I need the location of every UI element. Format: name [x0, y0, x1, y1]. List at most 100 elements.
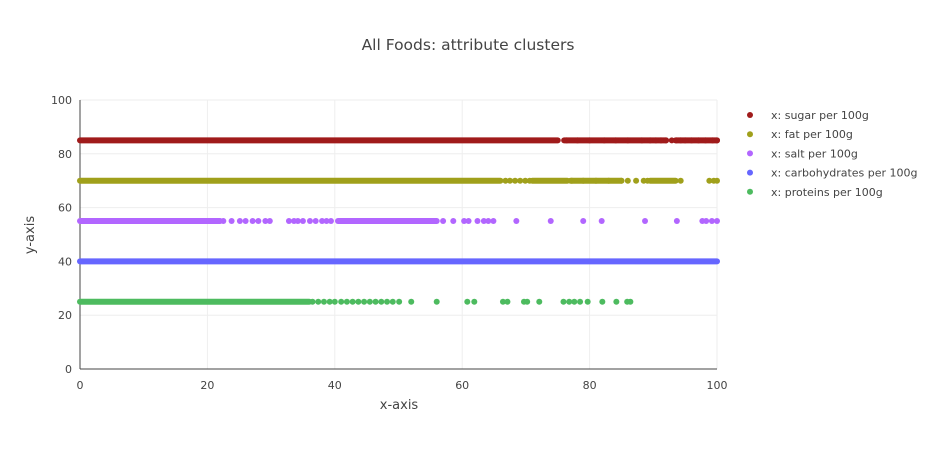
data-point [702, 137, 709, 144]
data-point [504, 298, 511, 305]
data-point [652, 137, 659, 144]
data-point [464, 298, 471, 305]
legend-label: x: salt per 100g [771, 147, 858, 160]
legend-label: x: proteins per 100g [771, 186, 883, 199]
data-point [294, 218, 301, 225]
y-tick-label: 100 [51, 94, 72, 107]
data-point [677, 177, 684, 184]
data-point [355, 298, 362, 305]
data-point [220, 218, 227, 225]
x-tick-label: 40 [328, 379, 342, 392]
x-tick-label: 100 [707, 379, 728, 392]
x-axis-title: x-axis [380, 398, 419, 413]
legend-item: x: carbohydrates per 100g [747, 167, 918, 180]
y-tick-label: 60 [58, 202, 72, 215]
data-point [673, 137, 680, 144]
data-point [517, 177, 524, 184]
data-point [703, 218, 710, 225]
data-point [513, 218, 520, 225]
x-tick-label: 80 [583, 379, 597, 392]
x-tick-label: 60 [455, 379, 469, 392]
data-point [586, 137, 593, 144]
series [77, 137, 720, 144]
data-point [320, 298, 327, 305]
data-point [605, 177, 612, 184]
legend-label: x: carbohydrates per 100g [771, 167, 918, 180]
data-point [714, 218, 720, 225]
data-point [378, 298, 385, 305]
data-point [563, 137, 570, 144]
data-point [384, 298, 391, 305]
data-point [633, 177, 640, 184]
legend-item: x: sugar per 100g [747, 109, 869, 122]
data-point [315, 298, 322, 305]
data-point [474, 218, 481, 225]
data-point [580, 177, 587, 184]
data-point [613, 298, 620, 305]
data-point [440, 218, 447, 225]
data-point [547, 218, 554, 225]
data-point [326, 298, 333, 305]
data-point [708, 218, 715, 225]
data-point [571, 298, 578, 305]
axes: 0 20 40 60 80 100 0 20 40 60 80 100 [51, 94, 728, 392]
data-point [319, 218, 326, 225]
legend-marker [747, 188, 753, 195]
data-point [714, 177, 720, 184]
data-point [338, 298, 345, 305]
data-point [642, 218, 649, 225]
data-point [599, 298, 606, 305]
chart-title: All Foods: attribute clusters [362, 36, 575, 54]
data-point [580, 218, 587, 225]
data-point [624, 177, 631, 184]
data-point [560, 298, 567, 305]
data-point [249, 218, 256, 225]
data-point [255, 218, 262, 225]
data-point [327, 218, 334, 225]
data-point [366, 298, 373, 305]
data-point [714, 137, 720, 144]
data-point [709, 137, 716, 144]
data-point [490, 218, 497, 225]
data-point [408, 298, 415, 305]
legend-label: x: fat per 100g [771, 128, 853, 141]
data-point [236, 218, 243, 225]
data-point [668, 137, 675, 144]
data-point [618, 177, 625, 184]
series [77, 298, 634, 305]
data-point [396, 298, 403, 305]
legend-marker [747, 131, 753, 138]
data-point [323, 218, 330, 225]
y-tick-label: 0 [65, 363, 72, 376]
data-point [506, 177, 513, 184]
data-point [601, 137, 608, 144]
series [77, 177, 720, 184]
y-axis-title: y-axis [23, 216, 38, 254]
data-point [361, 298, 368, 305]
legend-item: x: salt per 100g [747, 147, 858, 160]
data-point [647, 137, 654, 144]
data-point [612, 137, 619, 144]
data-point [343, 298, 350, 305]
data-point [524, 298, 531, 305]
data-point [673, 218, 680, 225]
x-tick-label: 20 [200, 379, 214, 392]
data-point [644, 177, 651, 184]
data-point [372, 298, 379, 305]
data-point [461, 218, 468, 225]
data-point [627, 298, 634, 305]
data-point [465, 218, 472, 225]
data-point [480, 218, 487, 225]
data-point [677, 137, 684, 144]
series [77, 218, 720, 225]
data-point [433, 298, 440, 305]
data-point [512, 177, 519, 184]
legend-marker [747, 112, 753, 118]
data-point [657, 137, 664, 144]
y-tick-label: 20 [58, 309, 72, 322]
data-point [682, 137, 689, 144]
legend-label: x: sugar per 100g [771, 109, 869, 122]
data-point [309, 298, 316, 305]
legend: x: sugar per 100g x: fat per 100g x: salt … [747, 109, 918, 199]
